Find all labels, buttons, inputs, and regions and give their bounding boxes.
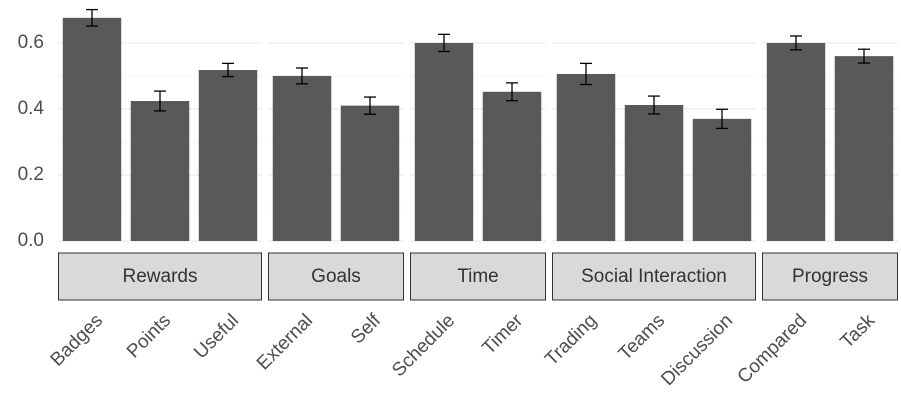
bar	[556, 73, 616, 241]
error-bar	[648, 95, 660, 115]
facet-label: Time	[457, 266, 499, 287]
facet-strip	[552, 252, 756, 301]
y-tick-label: 0.6	[18, 32, 44, 53]
x-tick-label: Points	[123, 310, 175, 362]
facet-strip	[268, 252, 404, 301]
x-tick-label: Teams	[615, 310, 669, 364]
facet-strip	[762, 252, 898, 301]
error-bar	[86, 8, 98, 27]
bar	[482, 91, 542, 242]
bar	[340, 105, 400, 242]
x-tick-label: Timer	[478, 310, 527, 359]
bar	[624, 104, 684, 242]
x-tick-label: Badges	[47, 310, 107, 370]
bar	[62, 17, 122, 242]
y-tick-label: 0.2	[18, 164, 44, 185]
error-bar	[296, 67, 308, 85]
error-bar	[438, 33, 450, 53]
error-bar	[716, 108, 728, 130]
facet-label: Progress	[792, 266, 868, 287]
error-bar	[580, 62, 592, 86]
error-bar	[506, 82, 518, 102]
bar	[834, 56, 894, 241]
bar	[198, 69, 258, 241]
error-bar	[364, 96, 376, 115]
bar	[414, 42, 474, 241]
x-tick-label: Compared	[733, 310, 811, 388]
facet-label: Rewards	[123, 266, 198, 287]
x-tick-label: External	[253, 310, 317, 374]
error-bar	[790, 35, 802, 51]
facet-label: Goals	[311, 266, 361, 287]
bar	[766, 42, 826, 241]
facet-strip	[58, 252, 262, 301]
x-tick-label: Useful	[190, 310, 243, 363]
error-bar	[858, 48, 870, 64]
x-tick-label: Trading	[541, 310, 601, 370]
y-tick-label: 0.0	[18, 230, 44, 251]
bar	[272, 75, 332, 241]
bar	[130, 101, 190, 242]
error-bar	[222, 62, 234, 78]
bar	[692, 118, 752, 241]
x-tick-label: Task	[837, 310, 880, 353]
error-bar	[154, 90, 166, 112]
facet-strip	[410, 252, 546, 301]
x-tick-label: Self	[347, 310, 386, 349]
x-tick-label: Discussion	[657, 310, 737, 390]
x-tick-label: Schedule	[388, 310, 459, 381]
y-tick-label: 0.4	[18, 98, 45, 119]
facet-label: Social Interaction	[581, 266, 727, 287]
